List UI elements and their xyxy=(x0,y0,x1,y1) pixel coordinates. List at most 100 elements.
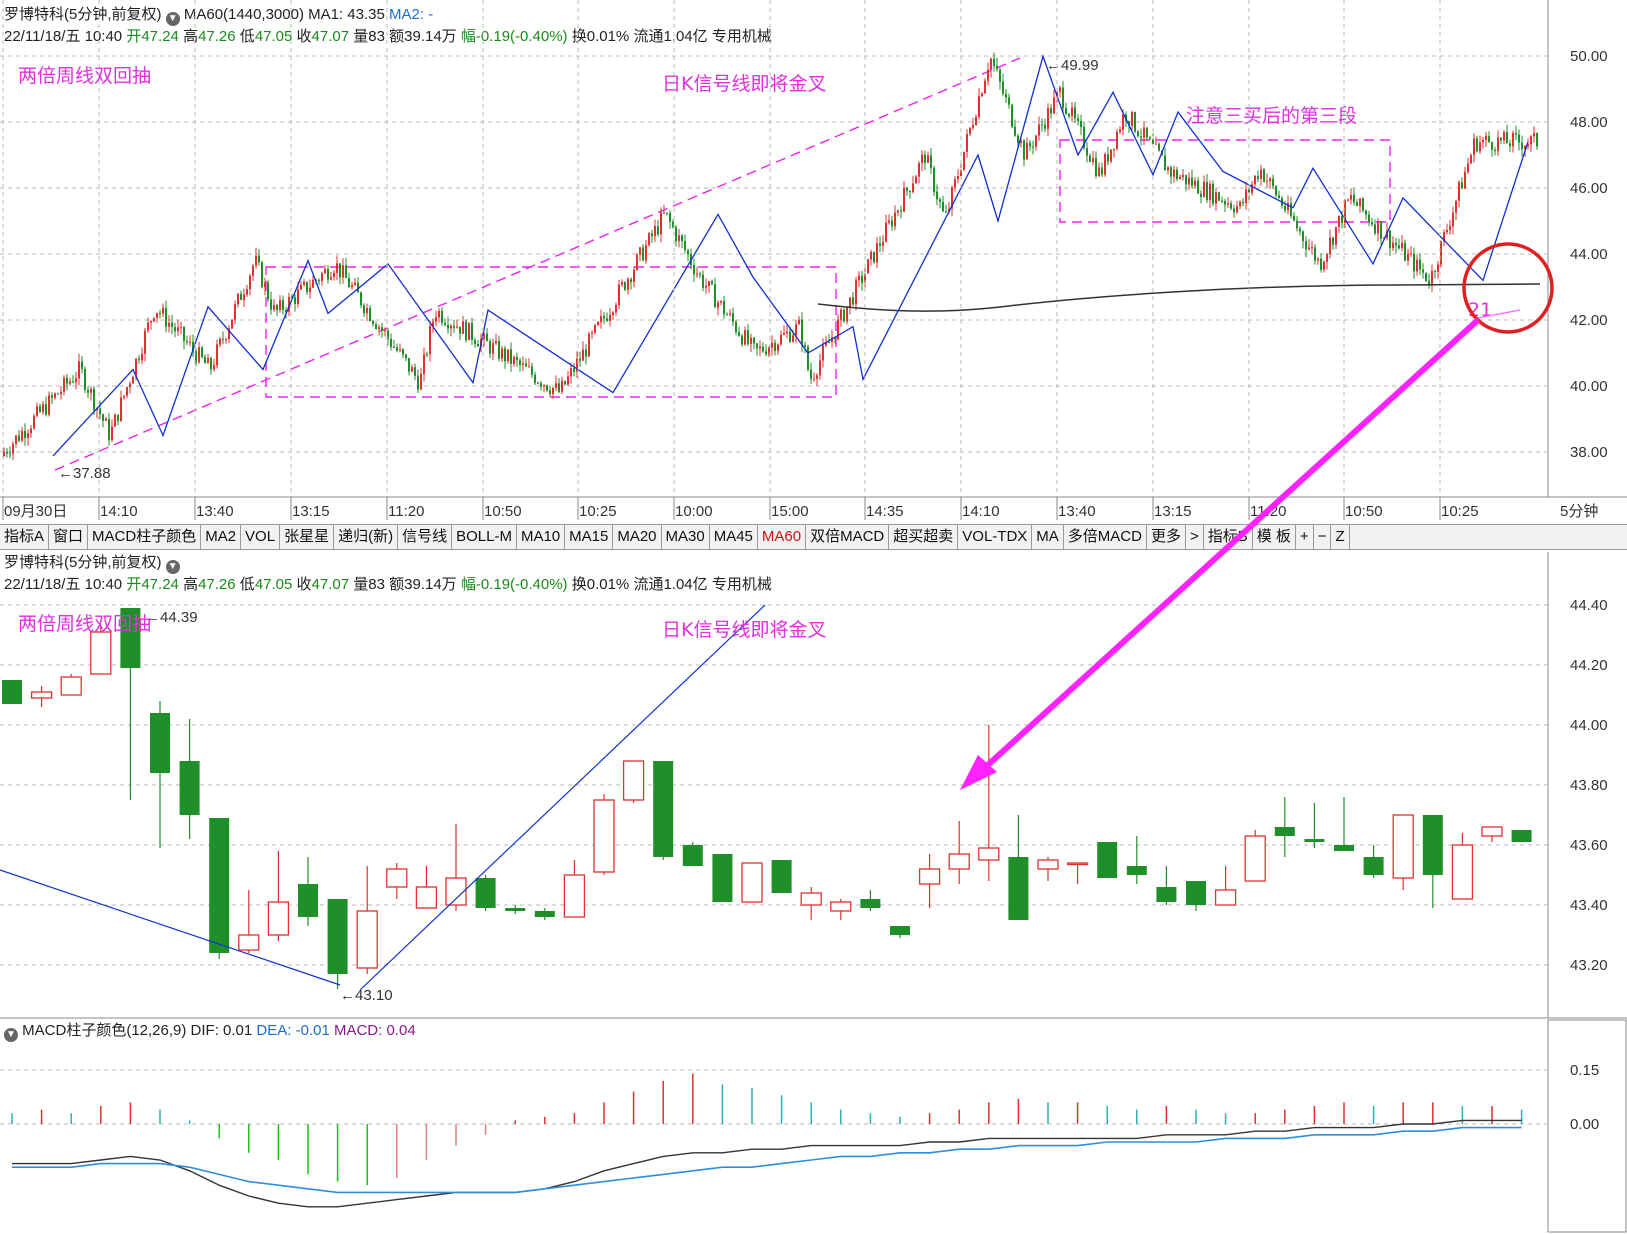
candle-body xyxy=(1137,131,1139,137)
toolbar-item-23[interactable]: 模 板 xyxy=(1253,525,1296,549)
candle-body xyxy=(1470,155,1472,164)
candle-body xyxy=(963,151,965,170)
candle-body xyxy=(693,265,695,275)
candle-body xyxy=(747,330,749,344)
toolbar-item-25[interactable]: − xyxy=(1314,525,1332,549)
candle-body xyxy=(1086,147,1088,156)
ma-line xyxy=(817,283,1541,312)
candle-body xyxy=(1341,215,1343,224)
toolbar-item-26[interactable]: Z xyxy=(1331,525,1350,549)
toolbar-item-5[interactable]: 张星星 xyxy=(280,525,335,549)
high-label: 高 xyxy=(183,28,199,45)
toolbar-item-17[interactable]: VOL-TDX xyxy=(958,525,1033,549)
candle-body xyxy=(741,335,743,345)
candle-body xyxy=(546,385,548,391)
candle-body xyxy=(129,383,131,388)
candle-body xyxy=(978,96,980,118)
candle-body xyxy=(1401,242,1403,249)
candle-body xyxy=(54,393,56,398)
toolbar-item-24[interactable]: + xyxy=(1296,525,1314,549)
time-label: 09月30日 xyxy=(4,503,67,520)
candle-body xyxy=(1326,253,1328,262)
toolbar-item-18[interactable]: MA xyxy=(1032,525,1064,549)
collapse-icon[interactable]: ▼ xyxy=(4,1028,18,1042)
turnover: 换0.01% xyxy=(571,576,630,593)
candle-body xyxy=(765,351,767,355)
toolbar-item-14[interactable]: MA60 xyxy=(758,525,807,549)
toolbar-item-8[interactable]: BOLL-M xyxy=(452,525,517,549)
candle-body xyxy=(642,247,644,261)
toolbar-item-7[interactable]: 信号线 xyxy=(398,525,453,549)
candle-body xyxy=(1041,124,1043,126)
close-value: 47.07 xyxy=(311,28,350,45)
candle-body xyxy=(1392,814,1414,879)
candle-body xyxy=(453,325,455,328)
candle-body xyxy=(1491,142,1493,150)
candle-body xyxy=(1374,224,1376,234)
candle-body xyxy=(1304,839,1325,842)
toolbar-item-3[interactable]: MA2 xyxy=(201,525,242,549)
candle-body xyxy=(1455,200,1457,213)
candle-body xyxy=(336,263,338,273)
candle-body xyxy=(1485,136,1487,140)
candle-body xyxy=(1332,237,1334,245)
candle-body xyxy=(102,414,104,421)
candle-body xyxy=(1344,200,1346,224)
toolbar-item-1[interactable]: 窗口 xyxy=(49,525,89,549)
toolbar-item-9[interactable]: MA10 xyxy=(517,525,566,549)
candle-body xyxy=(705,285,707,288)
dea-line xyxy=(12,1126,1522,1194)
candle-body xyxy=(726,314,728,316)
candle-body xyxy=(45,404,47,415)
toolbar-item-2[interactable]: MACD柱子颜色 xyxy=(88,525,202,549)
candle-body xyxy=(386,868,408,888)
candle-body xyxy=(1104,154,1106,175)
candle-body xyxy=(800,892,822,906)
candle-body xyxy=(1335,226,1337,245)
candle-body xyxy=(798,319,800,325)
candle-body xyxy=(648,233,650,246)
candle-body xyxy=(903,187,905,212)
candle-body xyxy=(1533,133,1535,137)
candle-body xyxy=(1032,146,1034,148)
candle-body xyxy=(1116,131,1118,149)
candle-body xyxy=(483,333,485,340)
toolbar-item-21[interactable]: > xyxy=(1186,525,1204,549)
candle-body xyxy=(951,187,953,209)
candle-body xyxy=(1074,107,1076,119)
candle-body xyxy=(906,187,908,191)
candle-body xyxy=(1305,241,1307,250)
toolbar-item-20[interactable]: 更多 xyxy=(1147,525,1186,549)
candle-body xyxy=(606,318,608,321)
candle-body xyxy=(525,363,527,367)
candle-body xyxy=(543,385,545,387)
toolbar-item-4[interactable]: VOL xyxy=(241,525,281,549)
macd-name: MACD柱子颜色(12,26,9) xyxy=(22,1022,187,1039)
candle-body xyxy=(357,282,359,293)
candle-body xyxy=(1244,835,1266,882)
toolbar-item-0[interactable]: 指标A xyxy=(0,525,50,549)
toolbar-item-12[interactable]: MA30 xyxy=(662,525,710,549)
candle-body xyxy=(1461,182,1463,189)
collapse-icon[interactable]: ▼ xyxy=(165,12,180,26)
candle-body xyxy=(1068,113,1070,117)
candle-body xyxy=(411,367,413,372)
candle-body xyxy=(890,926,910,935)
candle-body xyxy=(63,377,65,392)
candle-body xyxy=(600,316,602,323)
toolbar-item-11[interactable]: MA20 xyxy=(613,525,662,549)
collapse-icon[interactable]: ▼ xyxy=(165,560,180,574)
toolbar-item-6[interactable]: 递归(新) xyxy=(334,525,399,549)
candle-body xyxy=(1257,175,1259,180)
candle-body xyxy=(852,297,854,305)
toolbar-item-13[interactable]: MA45 xyxy=(710,525,758,549)
toolbar-item-15[interactable]: 双倍MACD xyxy=(806,525,890,549)
toolbar-item-19[interactable]: 多倍MACD xyxy=(1064,525,1147,549)
candle-body xyxy=(732,313,734,322)
candle-body xyxy=(225,338,227,340)
toolbar-item-16[interactable]: 超买超卖 xyxy=(889,525,959,549)
toolbar-item-10[interactable]: MA15 xyxy=(565,525,614,549)
candle-body xyxy=(1185,174,1187,185)
candle-body xyxy=(1239,201,1241,207)
sector: 专用机械 xyxy=(711,576,772,593)
